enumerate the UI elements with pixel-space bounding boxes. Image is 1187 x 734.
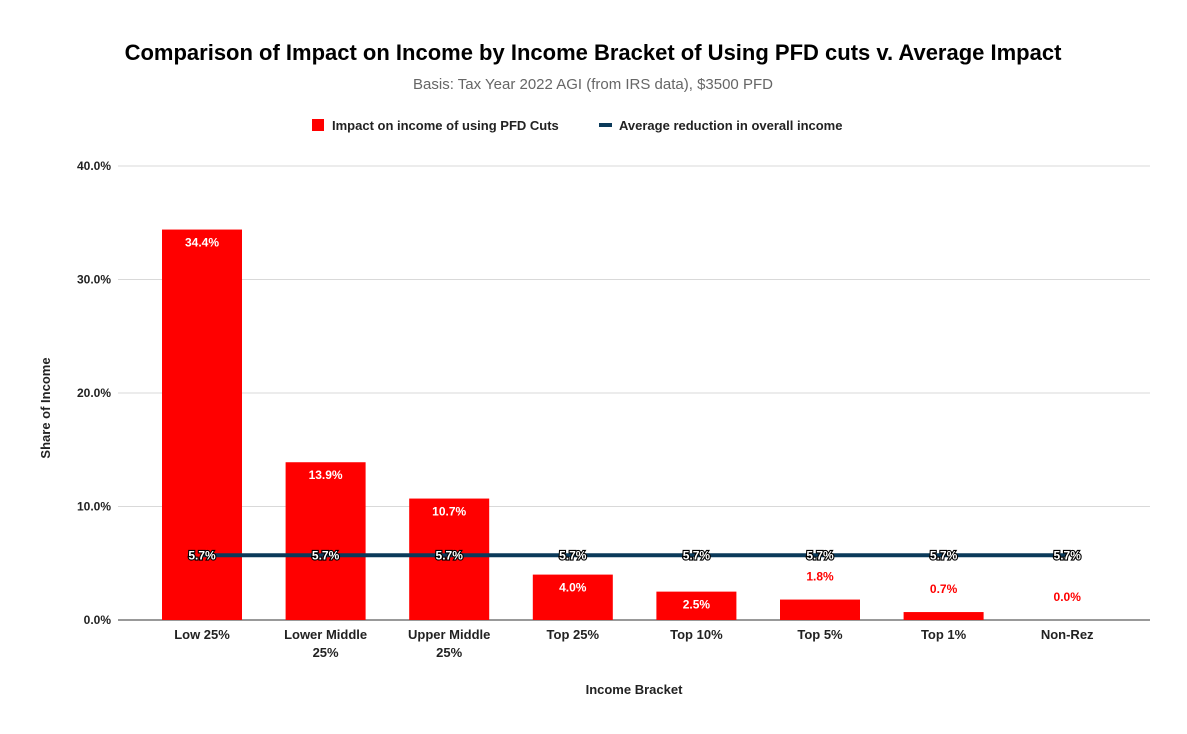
line-data-label: 5.7% [683, 548, 711, 562]
bar-data-label: 0.7% [930, 582, 958, 596]
bars [162, 229, 984, 620]
x-axis-title: Income Bracket [586, 682, 683, 697]
line-data-label: 5.7% [930, 548, 958, 562]
line-data-label: 5.7% [312, 548, 340, 562]
x-tick-label: 25% [313, 645, 339, 660]
legend-swatch-line [599, 123, 612, 127]
line-data-label: 5.7% [1054, 548, 1082, 562]
bar-data-label: 2.5% [683, 598, 711, 612]
legend-swatch-bars [312, 119, 324, 131]
line-data-label: 5.7% [559, 548, 587, 562]
bar-data-label: 1.8% [806, 570, 834, 584]
chart-title: Comparison of Impact on Income by Income… [125, 40, 1063, 65]
x-tick-label: Low 25% [174, 627, 230, 642]
bar-data-label: 0.0% [1054, 590, 1082, 604]
bar [532, 574, 613, 620]
bar-data-label: 34.4% [185, 236, 219, 250]
legend: Impact on income of using PFD Cuts Avera… [312, 118, 842, 133]
legend-label-line: Average reduction in overall income [619, 118, 842, 133]
line-data-labels: 5.7% 5.7% 5.7% 5.7% 5.7% 5.7% 5.7% 5.7% [187, 547, 1082, 563]
line-data-label: 5.7% [806, 548, 834, 562]
x-tick-label: 25% [436, 645, 462, 660]
x-axis-ticks: Low 25% Lower Middle 25% Upper Middle 25% Top… [174, 627, 1094, 660]
bar [285, 462, 366, 620]
bar-data-label: 4.0% [559, 581, 587, 595]
x-tick-label: Non-Rez [1041, 627, 1094, 642]
bar-data-labels: 34.4% 13.9% 10.7% 4.0% 2.5% 1.8% 0.7% 0.0% [185, 236, 1081, 612]
y-tick-label: 10.0% [77, 500, 111, 514]
line-data-label: 5.7% [436, 548, 464, 562]
line-data-label: 5.7% [188, 548, 216, 562]
legend-label-bars: Impact on income of using PFD Cuts [332, 118, 559, 133]
bar [656, 591, 737, 620]
y-tick-label: 30.0% [77, 273, 111, 287]
bar-data-label: 10.7% [432, 505, 466, 519]
gridlines [118, 165, 1150, 621]
y-tick-label: 40.0% [77, 159, 111, 173]
x-tick-label: Top 1% [921, 627, 967, 642]
bar [780, 599, 860, 620]
x-tick-label: Top 5% [797, 627, 843, 642]
chart-subtitle: Basis: Tax Year 2022 AGI (from IRS data)… [413, 76, 773, 93]
x-tick-label: Lower Middle [284, 627, 367, 642]
x-tick-label: Upper Middle [408, 627, 490, 642]
bar-data-label: 13.9% [309, 468, 343, 482]
y-axis-ticks: 0.0% 10.0% 20.0% 30.0% 40.0% [77, 159, 111, 627]
y-tick-label: 20.0% [77, 386, 111, 400]
y-tick-label: 0.0% [84, 613, 112, 627]
x-tick-label: Top 25% [547, 627, 600, 642]
y-axis-title: Share of Income [38, 357, 53, 458]
x-tick-label: Top 10% [670, 627, 723, 642]
bar [409, 498, 490, 620]
bar [903, 612, 984, 620]
